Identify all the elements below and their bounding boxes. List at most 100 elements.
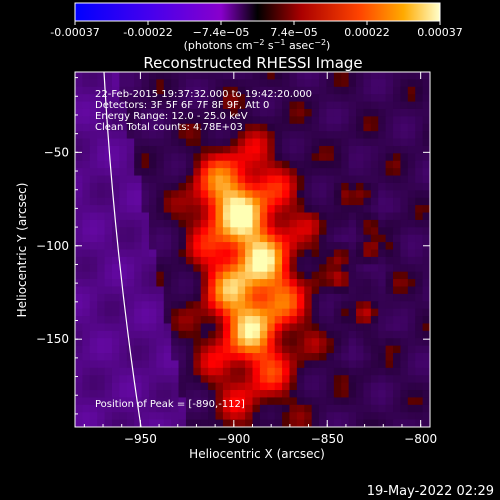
heatmap-cell xyxy=(370,72,379,80)
heatmap-cell xyxy=(252,101,261,110)
heatmap-cell xyxy=(119,94,128,103)
heatmap-cell xyxy=(82,345,91,354)
heatmap-cell xyxy=(393,397,402,406)
chart-title: Reconstructed RHESSI Image xyxy=(143,54,362,72)
heatmap-cell xyxy=(393,108,402,117)
heatmap-cell xyxy=(111,271,120,280)
heatmap-cell xyxy=(341,293,350,302)
heatmap-cell xyxy=(348,404,357,413)
heatmap-cell xyxy=(163,397,172,406)
heatmap-cell xyxy=(348,234,357,243)
heatmap-cell xyxy=(185,264,194,273)
heatmap-cell xyxy=(104,323,113,332)
heatmap-cell xyxy=(126,79,135,88)
observation-annotations: 22-Feb-2015 19:37:32.000 to 19:42:20.000… xyxy=(95,89,312,133)
heatmap-cell xyxy=(363,286,372,295)
heatmap-cell xyxy=(341,190,350,199)
heatmap-cell xyxy=(245,138,254,147)
heatmap-cell xyxy=(393,404,402,413)
heatmap-cell xyxy=(348,345,357,354)
heatmap-cell xyxy=(385,108,394,117)
heatmap-cell xyxy=(289,94,298,103)
heatmap-cell xyxy=(185,286,194,295)
heatmap-cell xyxy=(252,197,261,206)
heatmap-cell xyxy=(75,293,83,302)
heatmap-cell xyxy=(422,360,430,369)
heatmap-cell xyxy=(148,123,157,132)
heatmap-cell xyxy=(185,360,194,369)
heatmap-cell xyxy=(148,175,157,184)
heatmap-cell xyxy=(267,86,276,95)
heatmap-cell xyxy=(230,101,239,110)
heatmap-cell xyxy=(178,131,187,140)
heatmap-cell xyxy=(274,367,283,376)
heatmap-cell xyxy=(171,160,180,169)
heatmap-cell xyxy=(89,153,98,162)
heatmap-cell xyxy=(193,234,202,243)
heatmap-cell xyxy=(304,168,313,177)
heatmap-cell xyxy=(148,286,157,295)
heatmap-cell xyxy=(134,249,143,258)
heatmap-cell xyxy=(134,301,143,310)
heatmap-cell xyxy=(304,330,313,339)
heatmap-cell xyxy=(378,145,387,154)
heatmap-cell xyxy=(75,175,83,184)
heatmap-cell xyxy=(75,397,83,406)
heatmap-cell xyxy=(178,323,187,332)
heatmap-cell xyxy=(156,234,165,243)
heatmap-cell xyxy=(148,101,157,110)
heatmap-cell xyxy=(348,160,357,169)
heatmap-cell xyxy=(282,397,291,406)
heatmap-cell xyxy=(89,286,98,295)
heatmap-cell xyxy=(267,323,276,332)
heatmap-cell xyxy=(333,286,342,295)
heatmap-cell xyxy=(393,101,402,110)
heatmap-cell xyxy=(407,256,416,265)
heatmap-cell xyxy=(230,94,239,103)
heatmap-cell xyxy=(370,227,379,236)
heatmap-cell xyxy=(407,323,416,332)
heatmap-cell xyxy=(341,101,350,110)
heatmap-cell xyxy=(200,131,209,140)
heatmap-cell xyxy=(326,175,335,184)
heatmap-cell xyxy=(282,108,291,117)
heatmap-cell xyxy=(348,249,357,258)
heatmap-cell xyxy=(407,345,416,354)
heatmap-cell xyxy=(82,168,91,177)
heatmap-cell xyxy=(237,375,246,384)
heatmap-cell xyxy=(415,412,424,421)
heatmap-cell xyxy=(163,301,172,310)
heatmap-cell xyxy=(259,72,268,80)
heatmap-cell xyxy=(422,301,430,310)
heatmap-cell xyxy=(415,256,424,265)
heatmap-cell xyxy=(252,316,261,325)
heatmap-cell xyxy=(274,79,283,88)
heatmap-cell xyxy=(304,264,313,273)
heatmap-cell xyxy=(119,190,128,199)
heatmap-cell xyxy=(400,79,409,88)
heatmap-cell xyxy=(333,375,342,384)
heatmap-cell xyxy=(259,205,268,214)
heatmap-cell xyxy=(111,286,120,295)
heatmap-cell xyxy=(75,79,83,88)
heatmap-cell xyxy=(259,286,268,295)
heatmap-cell xyxy=(75,286,83,295)
heatmap-cell xyxy=(311,123,320,132)
heatmap-cell xyxy=(75,279,83,288)
heatmap-cell xyxy=(363,279,372,288)
heatmap-cell xyxy=(237,404,246,413)
heatmap-cell xyxy=(267,190,276,199)
heatmap-cell xyxy=(141,271,150,280)
heatmap-cell xyxy=(259,367,268,376)
heatmap-cell xyxy=(104,190,113,199)
heatmap-cell xyxy=(407,264,416,273)
heatmap-cell xyxy=(126,390,135,399)
heatmap-cell xyxy=(333,234,342,243)
heatmap-cell xyxy=(415,168,424,177)
heatmap-cell xyxy=(326,168,335,177)
heatmap-cell xyxy=(163,190,172,199)
heatmap-cell xyxy=(141,367,150,376)
heatmap-cell xyxy=(148,367,157,376)
heatmap-cell xyxy=(178,123,187,132)
heatmap-cell xyxy=(141,404,150,413)
